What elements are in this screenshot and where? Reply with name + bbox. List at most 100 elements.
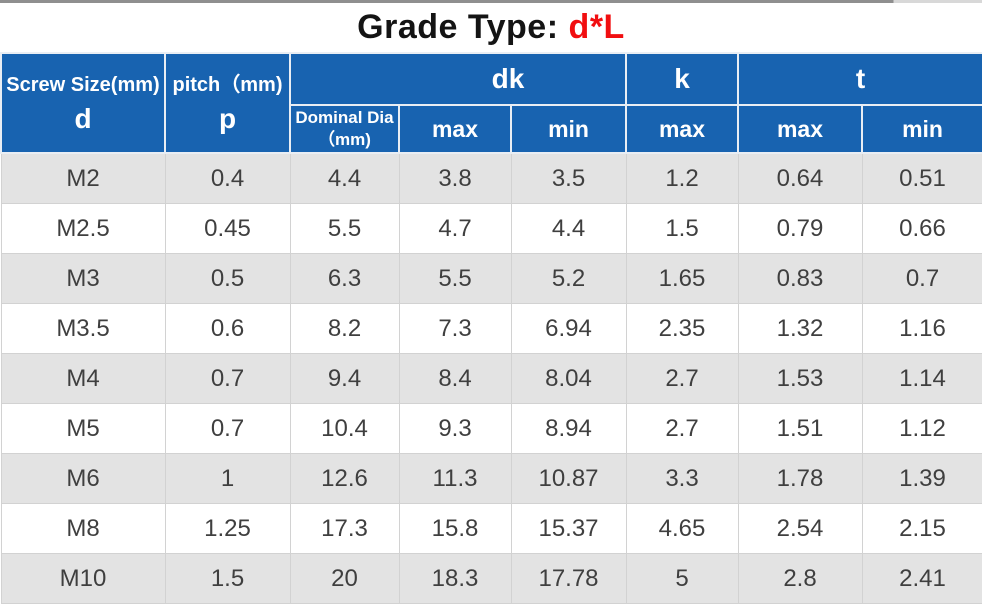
header-screw-size-symbol: d bbox=[74, 103, 92, 134]
header-dk-min: min bbox=[509, 104, 628, 154]
spec-value-cell: 4.7 bbox=[398, 203, 512, 254]
screw-size-cell: M8 bbox=[0, 503, 166, 554]
table-row: M6 1 12.6 11.3 10.87 3.3 1.78 1.39 bbox=[0, 453, 982, 504]
table-row: M2 0.4 4.4 3.8 3.5 1.2 0.64 0.51 bbox=[0, 152, 982, 204]
page-title: Grade Type: d*L bbox=[0, 3, 982, 52]
spec-value-cell: 10.87 bbox=[510, 453, 627, 504]
table-body: M2 0.4 4.4 3.8 3.5 1.2 0.64 0.51 M2.5 0.45 5.5 4.7 4… bbox=[0, 152, 982, 604]
spec-value-cell: 1 bbox=[164, 453, 291, 504]
spec-value-cell: 0.79 bbox=[737, 203, 863, 254]
spec-value-cell: 5 bbox=[625, 553, 739, 604]
spec-value-cell: 0.7 bbox=[164, 403, 291, 454]
header-pitch: pitch（mm) p bbox=[164, 52, 291, 154]
spec-value-cell: 3.3 bbox=[625, 453, 739, 504]
spec-value-cell: 0.6 bbox=[164, 303, 291, 354]
spec-value-cell: 8.2 bbox=[289, 303, 400, 354]
screw-size-cell: M3 bbox=[0, 253, 166, 304]
spec-value-cell: 5.2 bbox=[510, 253, 627, 304]
spec-value-cell: 17.3 bbox=[289, 503, 400, 554]
spec-value-cell: 15.8 bbox=[398, 503, 512, 554]
spec-value-cell: 1.14 bbox=[861, 353, 982, 404]
screw-spec-table: Screw Size(mm) d pitch（mm) p dk k t Domi… bbox=[0, 51, 982, 604]
spec-value-cell: 15.37 bbox=[510, 503, 627, 554]
screw-size-cell: M3.5 bbox=[0, 303, 166, 354]
spec-value-cell: 4.4 bbox=[289, 152, 400, 204]
table-row: M4 0.7 9.4 8.4 8.04 2.7 1.53 1.14 bbox=[0, 353, 982, 404]
spec-value-cell: 1.78 bbox=[737, 453, 863, 504]
spec-value-cell: 11.3 bbox=[398, 453, 512, 504]
spec-value-cell: 2.54 bbox=[737, 503, 863, 554]
spec-value-cell: 1.12 bbox=[861, 403, 982, 454]
table-row: M2.5 0.45 5.5 4.7 4.4 1.5 0.79 0.66 bbox=[0, 203, 982, 254]
spec-value-cell: 0.7 bbox=[164, 353, 291, 404]
table-row: M5 0.7 10.4 9.3 8.94 2.7 1.51 1.12 bbox=[0, 403, 982, 454]
header-pitch-label: pitch（mm) bbox=[172, 74, 283, 96]
spec-value-cell: 2.41 bbox=[861, 553, 982, 604]
header-screw-size-label: Screw Size(mm) bbox=[6, 74, 160, 96]
header-t-min: min bbox=[861, 104, 982, 154]
screw-size-cell: M2 bbox=[0, 152, 166, 204]
spec-value-cell: 1.65 bbox=[625, 253, 739, 304]
top-divider bbox=[0, 0, 982, 3]
spec-value-cell: 0.64 bbox=[737, 152, 863, 204]
spec-value-cell: 2.7 bbox=[625, 403, 739, 454]
spec-value-cell: 8.4 bbox=[398, 353, 512, 404]
spec-value-cell: 1.25 bbox=[164, 503, 291, 554]
table-row: M3.5 0.6 8.2 7.3 6.94 2.35 1.32 1.16 bbox=[0, 303, 982, 354]
header-group-k: k bbox=[625, 51, 740, 107]
header-k-max: max bbox=[625, 104, 740, 154]
header-group-dk: dk bbox=[288, 51, 628, 107]
spec-value-cell: 3.5 bbox=[510, 152, 627, 204]
spec-value-cell: 0.4 bbox=[164, 152, 291, 204]
screw-size-cell: M5 bbox=[0, 403, 166, 454]
screw-size-cell: M4 bbox=[0, 353, 166, 404]
spec-value-cell: 8.94 bbox=[510, 403, 627, 454]
spec-value-cell: 4.65 bbox=[625, 503, 739, 554]
spec-value-cell: 2.8 bbox=[737, 553, 863, 604]
spec-value-cell: 0.45 bbox=[164, 203, 291, 254]
spec-value-cell: 1.2 bbox=[625, 152, 739, 204]
spec-value-cell: 12.6 bbox=[289, 453, 400, 504]
header-pitch-symbol: p bbox=[218, 103, 237, 134]
header-dominal-line1: Dominal Dia bbox=[295, 107, 394, 127]
spec-value-cell: 1.32 bbox=[737, 303, 863, 354]
spec-value-cell: 2.15 bbox=[861, 503, 982, 554]
spec-value-cell: 1.51 bbox=[737, 403, 863, 454]
spec-value-cell: 4.4 bbox=[510, 203, 627, 254]
spec-value-cell: 6.3 bbox=[289, 253, 400, 304]
spec-value-cell: 9.3 bbox=[398, 403, 512, 454]
spec-value-cell: 17.78 bbox=[510, 553, 627, 604]
spec-value-cell: 10.4 bbox=[289, 403, 400, 454]
header-t-max: max bbox=[737, 104, 864, 154]
spec-value-cell: 0.7 bbox=[861, 253, 982, 304]
spec-value-cell: 1.16 bbox=[861, 303, 982, 354]
spec-value-cell: 3.8 bbox=[398, 152, 512, 204]
spec-value-cell: 1.5 bbox=[625, 203, 739, 254]
screw-size-cell: M2.5 bbox=[0, 203, 166, 254]
table-row: M8 1.25 17.3 15.8 15.37 4.65 2.54 2.15 bbox=[0, 503, 982, 554]
spec-value-cell: 18.3 bbox=[398, 553, 512, 604]
screw-size-cell: M10 bbox=[0, 553, 166, 604]
spec-value-cell: 5.5 bbox=[398, 253, 512, 304]
header-group-t: t bbox=[737, 51, 982, 107]
spec-value-cell: 6.94 bbox=[510, 303, 627, 354]
spec-value-cell: 2.7 bbox=[625, 353, 739, 404]
table-row: M3 0.5 6.3 5.5 5.2 1.65 0.83 0.7 bbox=[0, 253, 982, 304]
spec-value-cell: 0.66 bbox=[861, 203, 982, 254]
spec-value-cell: 1.39 bbox=[861, 453, 982, 504]
header-dominal-dia: Dominal Dia （mm) bbox=[289, 104, 400, 154]
header-screw-size: Screw Size(mm) d bbox=[0, 52, 166, 154]
spec-value-cell: 0.51 bbox=[861, 152, 982, 204]
spec-value-cell: 8.04 bbox=[510, 353, 627, 404]
screw-size-cell: M6 bbox=[0, 453, 166, 504]
spec-value-cell: 2.35 bbox=[625, 303, 739, 354]
title-prefix: Grade Type: bbox=[357, 8, 559, 46]
header-sub-row: Dominal Dia （mm) max min max max min bbox=[1, 104, 982, 154]
spec-value-cell: 1.5 bbox=[164, 553, 291, 604]
header-dominal-line2: （mm) bbox=[318, 130, 371, 150]
spec-value-cell: 0.83 bbox=[737, 253, 863, 304]
table-header: Screw Size(mm) d pitch（mm) p dk k t Domi… bbox=[0, 51, 982, 154]
spec-value-cell: 1.53 bbox=[737, 353, 863, 404]
spec-value-cell: 0.5 bbox=[164, 253, 291, 304]
